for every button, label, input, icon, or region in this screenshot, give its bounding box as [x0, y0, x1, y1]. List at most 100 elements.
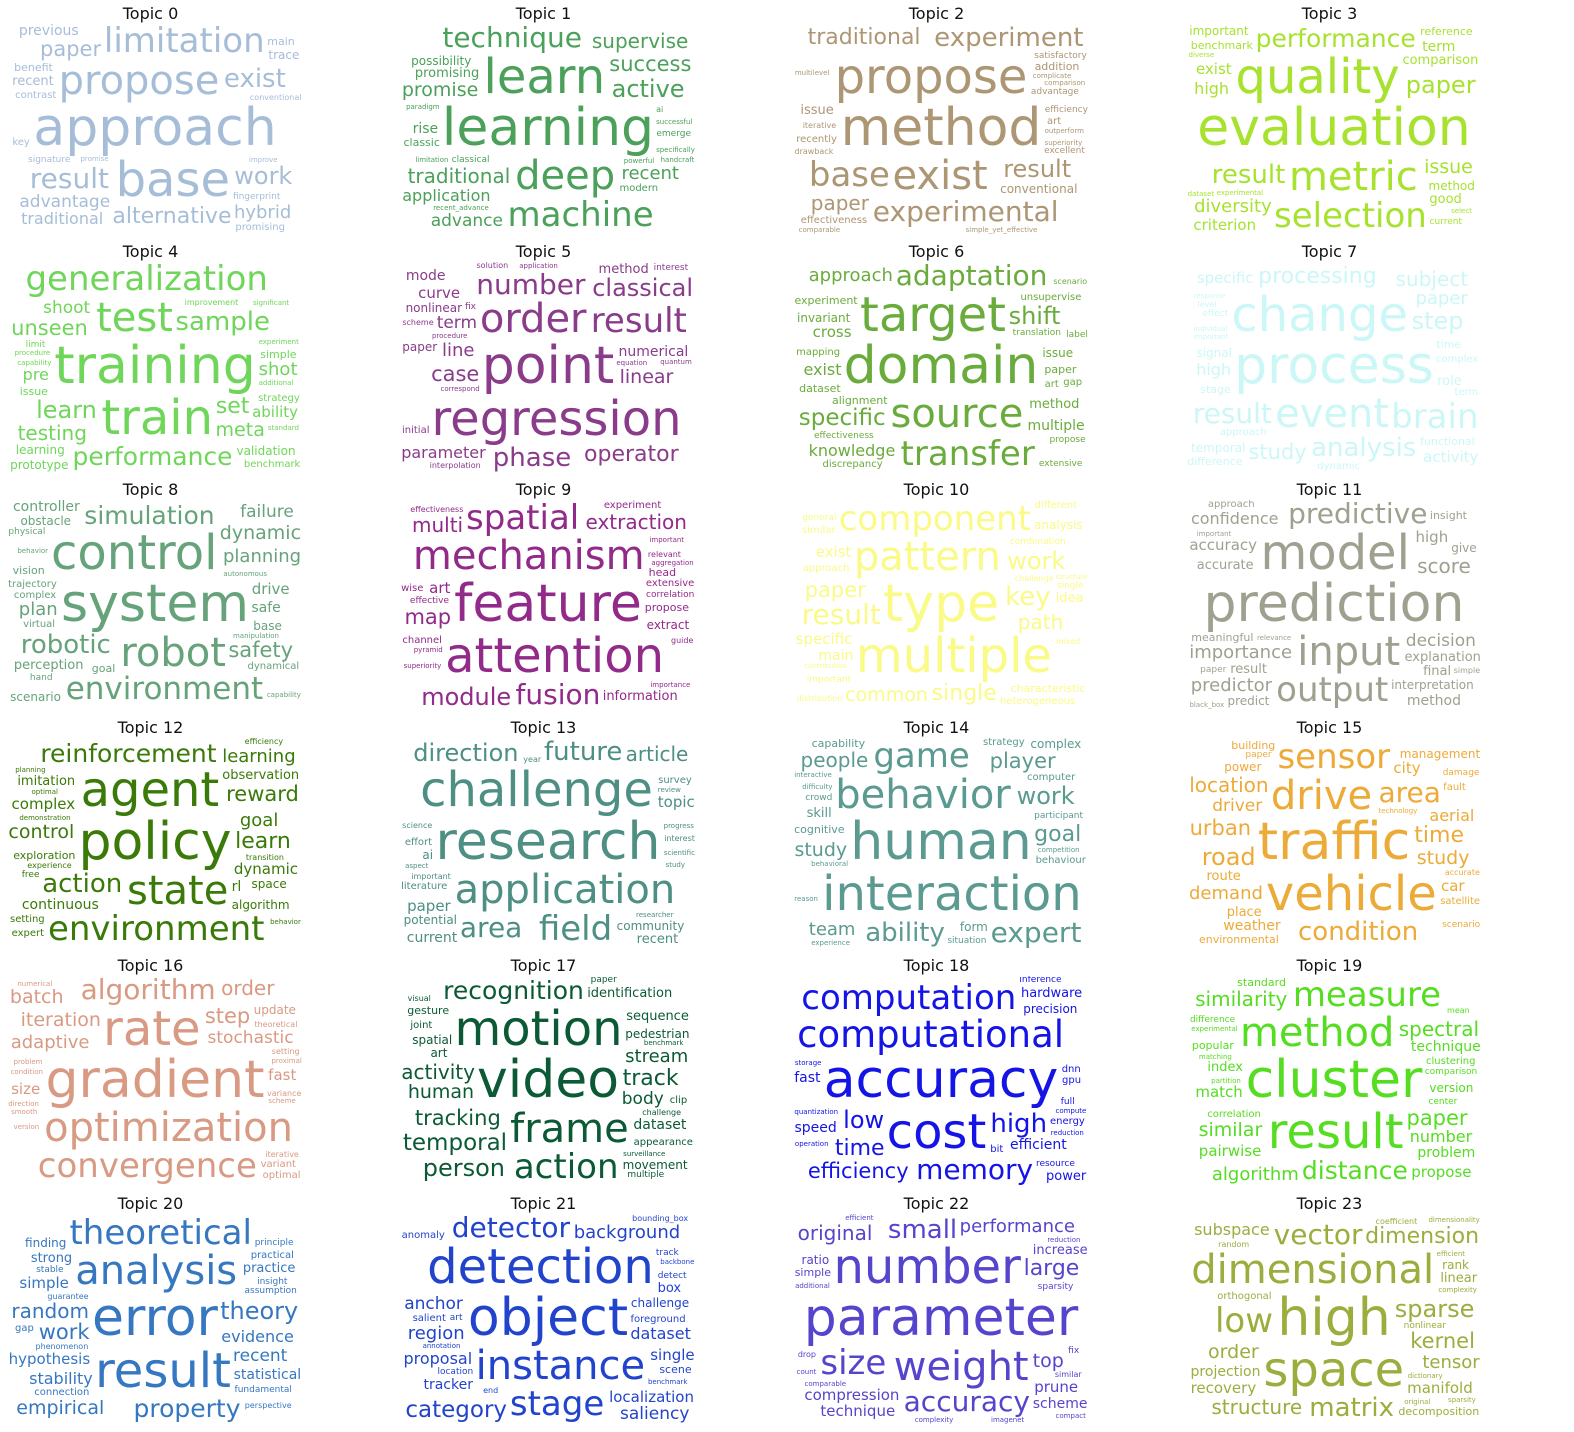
cloud-word: good	[1429, 191, 1462, 207]
cloud-word: projection	[1190, 1364, 1261, 1381]
topic-panel: Topic 3 evaluation quality metric selection p…	[1179, 0, 1572, 238]
cloud-word: study	[665, 860, 685, 869]
cloud-word: approach	[33, 98, 277, 159]
topic-panel: Topic 8 system control robot environment simu…	[0, 476, 393, 714]
cloud-word: theory	[220, 1297, 299, 1326]
cloud-word: scenario	[10, 690, 61, 705]
cloud-word: robot	[120, 629, 226, 676]
cloud-word: process	[1234, 336, 1434, 397]
cloud-word: sample	[175, 306, 270, 337]
cloud-word: time	[834, 1135, 885, 1161]
cloud-word: fix	[464, 301, 476, 312]
topic-panel: Topic 15 traffic vehicle drive sensor area con…	[1179, 714, 1572, 952]
cloud-word: instance	[475, 1342, 646, 1389]
cloud-word: specific	[798, 405, 886, 432]
cloud-word: specifically	[656, 146, 695, 155]
cloud-word: prune	[1034, 1377, 1079, 1396]
cloud-word: compression	[804, 1386, 900, 1405]
topic-title: Topic 23	[1296, 1194, 1363, 1213]
cloud-word: performance	[959, 1216, 1075, 1238]
cloud-word: work	[234, 162, 293, 191]
cloud-word: extraction	[585, 510, 687, 535]
cloud-word: accuracy	[1189, 536, 1258, 555]
cloud-word: black_box	[1189, 701, 1225, 710]
cloud-word: machine	[507, 194, 654, 234]
cloud-word: unsupervise	[1020, 291, 1082, 303]
cloud-word: interaction	[822, 865, 1082, 922]
cloud-word: stable	[36, 1264, 64, 1275]
cloud-word: relevant	[647, 550, 681, 560]
cloud-word: transfer	[900, 433, 1035, 472]
cloud-word: transition	[245, 852, 284, 862]
cloud-word: test	[96, 295, 173, 342]
cloud-word: survey	[658, 774, 692, 786]
cloud-word: statistical	[233, 1366, 302, 1383]
cloud-word: proximal	[271, 1056, 302, 1065]
cloud-word: clip	[669, 1094, 688, 1106]
cloud-word: setting	[271, 1046, 300, 1056]
cloud-word: finding	[25, 1236, 67, 1251]
cloud-word: potential	[403, 913, 458, 928]
cloud-word: variance	[266, 1088, 302, 1098]
cloud-word: fusion	[515, 678, 601, 710]
cloud-word: handcraft	[660, 155, 695, 164]
cloud-word: ratio	[801, 1252, 830, 1267]
cloud-word: satellite	[1440, 895, 1481, 907]
cloud-word: fix	[1068, 1345, 1080, 1356]
cloud-word: backbone	[660, 1257, 695, 1266]
cloud-word: performance	[1255, 24, 1416, 54]
cloud-word: main	[267, 35, 295, 49]
cloud-word: power	[1046, 1169, 1087, 1185]
cloud-word: learn	[483, 49, 606, 106]
cloud-word: goal	[1034, 822, 1082, 848]
cloud-word: difference	[1189, 1014, 1236, 1025]
cloud-word: correlation	[1207, 1109, 1261, 1121]
cloud-word: convergence	[37, 1145, 257, 1186]
cloud-word: computational	[797, 1012, 1065, 1056]
cloud-word: error	[92, 1288, 218, 1349]
cloud-word: analysis	[1034, 517, 1083, 532]
cloud-word: target	[860, 287, 1006, 344]
cloud-word: detection	[427, 1239, 654, 1296]
cloud-word: participant	[1034, 810, 1084, 821]
cloud-word: review	[657, 786, 681, 795]
cloud-word: training	[54, 336, 256, 397]
cloud-word: temporal	[1191, 440, 1246, 455]
cloud-word: multiple	[627, 1170, 665, 1181]
cloud-word: human	[850, 812, 1032, 873]
cloud-word: cost	[886, 1103, 987, 1160]
cloud-word: size	[820, 1343, 887, 1384]
cloud-word: frame	[510, 1106, 629, 1152]
cloud-word: pattern	[853, 534, 1001, 581]
cloud-word: role	[1437, 373, 1462, 389]
cloud-word: localization	[609, 1388, 694, 1407]
cloud-word: obstacle	[20, 513, 72, 528]
cloud-word: unseen	[11, 315, 88, 340]
cloud-word: precision	[1023, 1001, 1078, 1016]
topic-title: Topic 14	[903, 718, 970, 737]
cloud-word: demonstration	[19, 814, 71, 823]
cloud-word: crowd	[805, 792, 833, 803]
cloud-word: dimensional	[1191, 1247, 1435, 1294]
cloud-word: efficiency	[1044, 104, 1088, 115]
cloud-word: limitation	[103, 24, 265, 62]
cloud-word: activity	[401, 1060, 475, 1085]
cloud-word: distribution	[796, 694, 843, 704]
cloud-word: energy	[1050, 1115, 1085, 1127]
cloud-word: method	[598, 262, 649, 277]
cloud-word: equation	[616, 358, 648, 367]
cloud-word: success	[609, 52, 692, 77]
cloud-word: accurate	[1444, 867, 1480, 877]
cloud-word: car	[1440, 877, 1465, 896]
cloud-word: ai	[422, 847, 434, 862]
cloud-word: attention	[445, 628, 665, 685]
cloud-word: pedestrian	[625, 1026, 690, 1041]
cloud-word: batch	[9, 986, 64, 1009]
topic-panel: Topic 12 policy agent state environment reinf…	[0, 714, 393, 952]
cloud-word: similar	[1054, 1370, 1082, 1380]
cloud-word: simulation	[84, 501, 215, 531]
cloud-word: specific	[1196, 269, 1254, 288]
cloud-word: person	[422, 1154, 506, 1183]
word-cloud: parameter number weight size accuracy small co…	[794, 1214, 1090, 1424]
cloud-word: information	[602, 688, 678, 704]
